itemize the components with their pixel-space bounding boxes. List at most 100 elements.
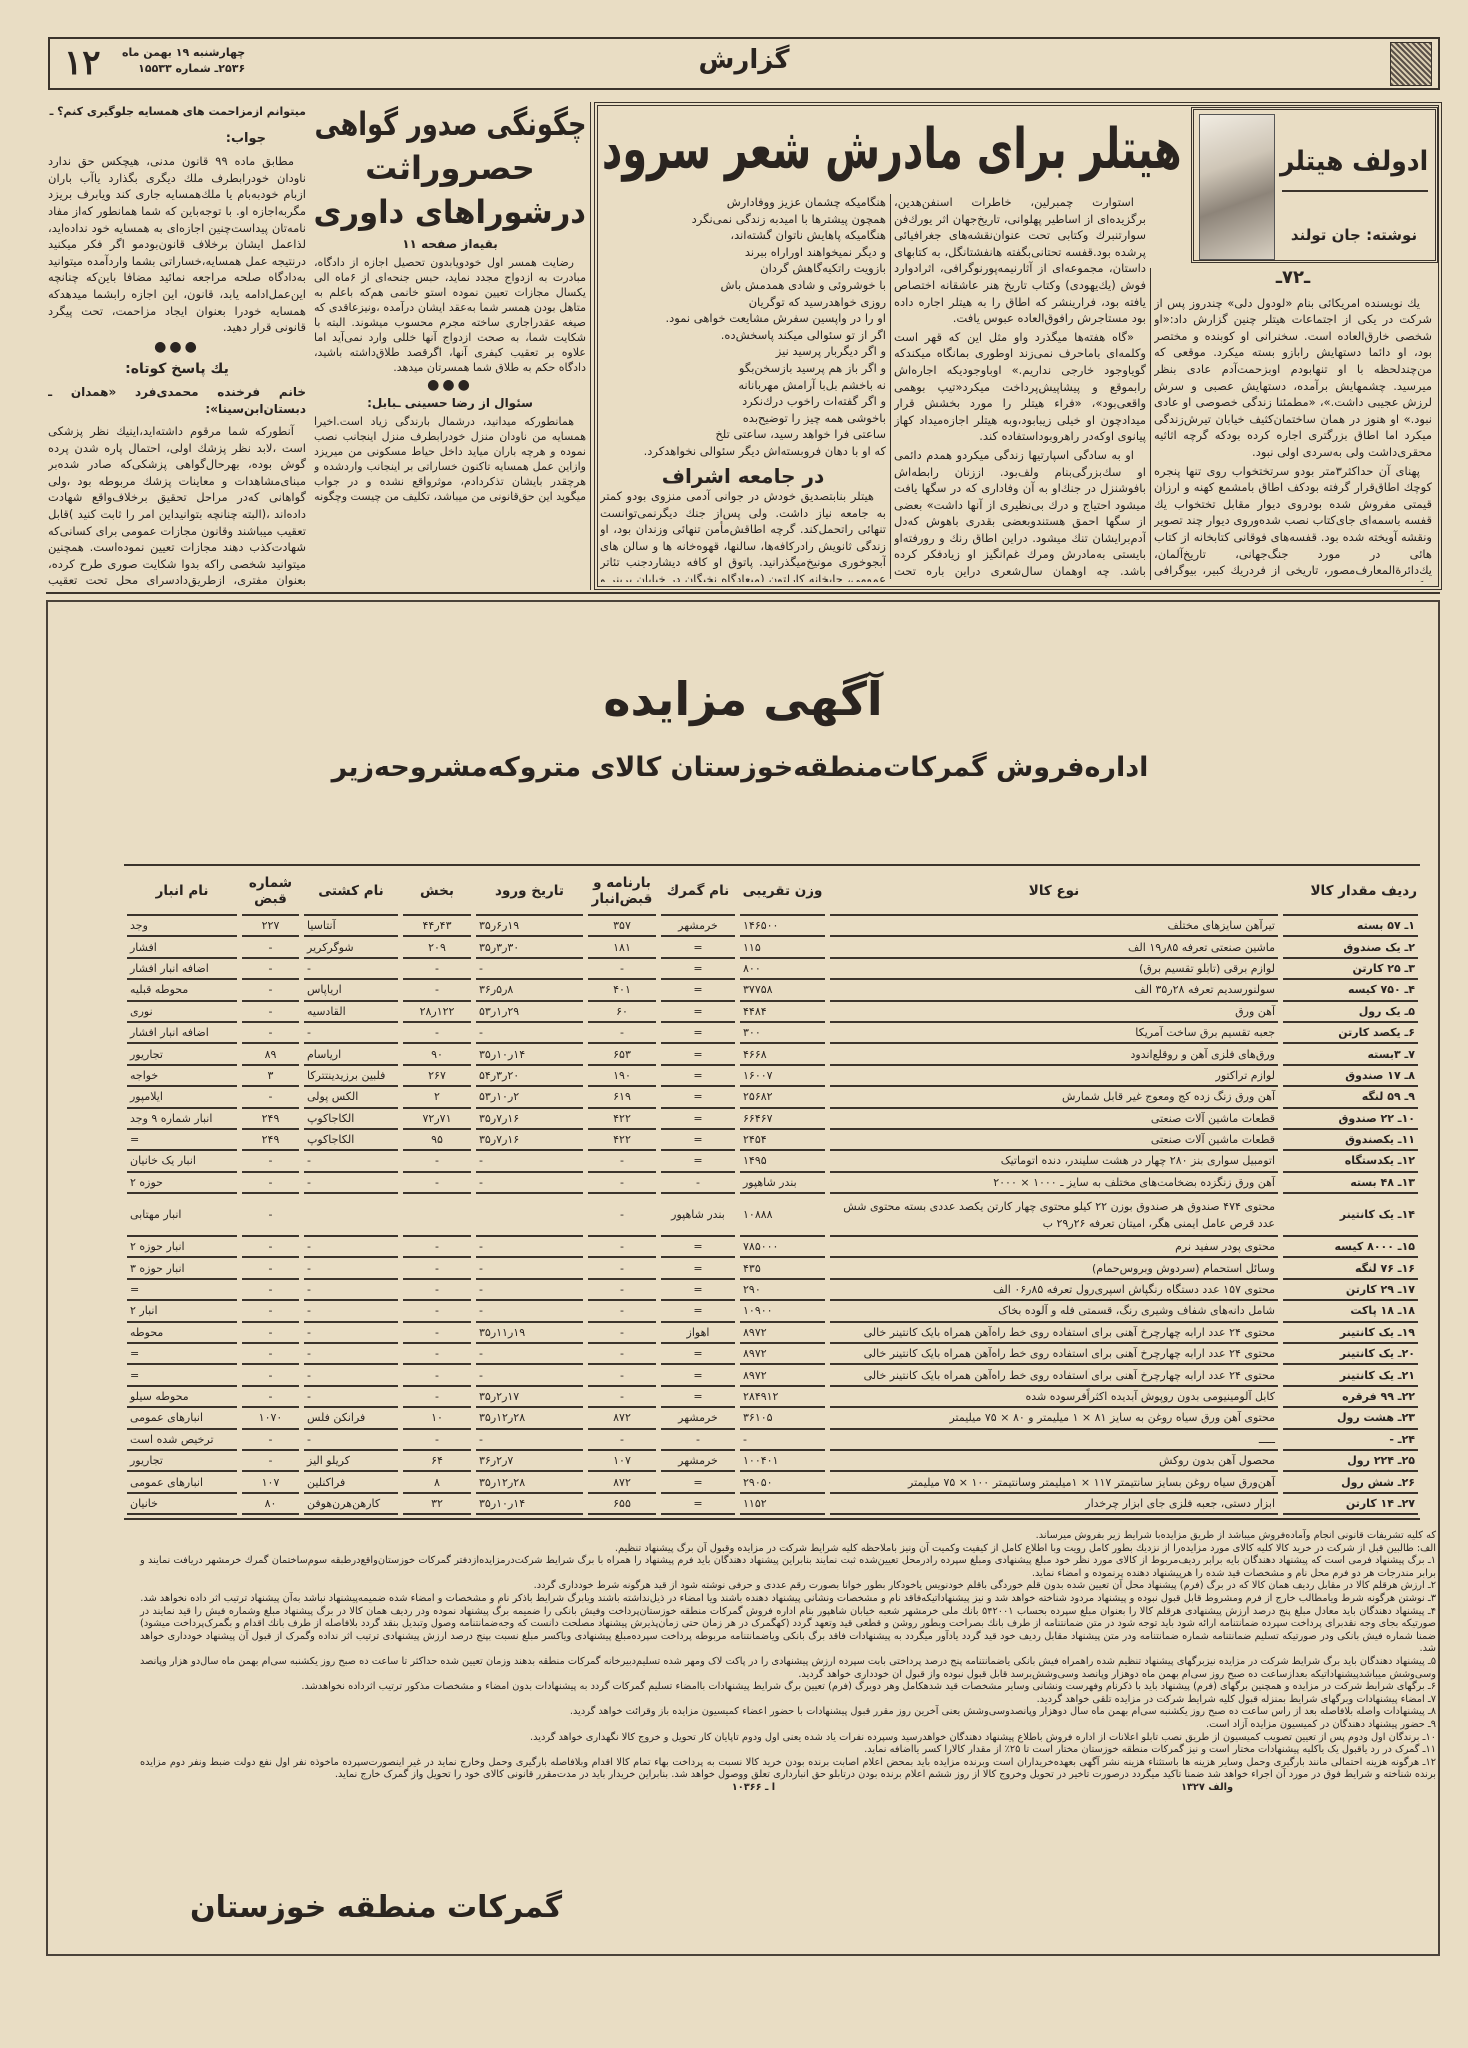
short-answer-text: آنطورکه شما مرقوم داشته‌اید،اینیك نظر پز… xyxy=(48,424,306,588)
cell-row-quantity: ۲۳ـ هشت رول xyxy=(1283,1408,1418,1430)
cell-arrival-date: - xyxy=(476,1151,583,1173)
cell-customs-name: = xyxy=(661,959,735,981)
cell-goods-type: محتوی ۲۴ عدد ارابه چهارچرخ آهنی برای است… xyxy=(830,1344,1278,1366)
poem-line: روزی خواهدرسید که تو‌گریان xyxy=(748,294,886,309)
cell-row-quantity: ۱۸ـ ۱۸ پاکت xyxy=(1283,1301,1418,1323)
cell-goods-type: وسائل استحمام (سردوش وبروس‌حمام) xyxy=(830,1258,1278,1280)
cell-approx-weight: ۱۰۰۴۰۱ xyxy=(740,1451,825,1473)
cell-goods-type: آهن ورق xyxy=(830,1002,1278,1023)
cell-section: - xyxy=(403,980,471,1002)
column-header-section: بخش xyxy=(403,868,471,916)
table-row: ۱۶ـ ۷۶ لنگه وسائل استحمام (سردوش وبروس‌حم… xyxy=(127,1258,1418,1280)
cell-arrival-date: - xyxy=(476,1301,583,1323)
cell-goods-type: آهن‌ورق سیاه روغن بسایز سانتیمتر ۱۱۷ × ۱… xyxy=(830,1472,1278,1494)
cell-arrival-date: - xyxy=(476,1023,583,1045)
cell-receipt-number: - xyxy=(242,1151,299,1173)
cell-customs-name: = xyxy=(661,1151,735,1173)
poem-line: هنگامیکه پاهایش ناتوان گشته‌اند، xyxy=(730,228,886,243)
signature-customs-khuzestan: گمرکات منطقه خوزستان xyxy=(190,1890,563,1925)
poem-line: و اگر گفته‌ات راخوب درك‌نکرد xyxy=(742,394,886,409)
cell-goods-type: محتوی ۱۵۷ عدد دستگاه رنگپاش اسپری‌رول تع… xyxy=(830,1280,1278,1302)
cell-customs-name: - xyxy=(661,1173,735,1195)
auction-subtitle-wrap: اداره‌فروش گمرکات‌منطقه‌خوزستان کالای مت… xyxy=(300,752,1180,783)
condition-item: ۹ـ حضور پیشنهاد دهندگان در کمیسیون مزاید… xyxy=(1205,1718,1436,1730)
ref-code: والف ۱۳۲۷ xyxy=(1180,1781,1234,1793)
page-number: ۱۲ xyxy=(64,43,101,83)
subheading: در جامعه اشراف xyxy=(661,463,825,488)
cell-ship-name: - xyxy=(304,1280,398,1302)
cell-bill-of-lading: - xyxy=(588,1365,656,1387)
subject-name-wrap: ادولف هیتلر xyxy=(1280,142,1428,182)
cell-goods-type: قطعات ماشین آلات صنعتی xyxy=(830,1109,1278,1130)
column-header-bill-of-lading: بارنامه و قبض‌انبار xyxy=(588,868,656,916)
cell-section: - xyxy=(403,1151,471,1173)
cell-receipt-number: - xyxy=(242,1194,299,1238)
poem-line: نه باخشم بل‌با آرامش مهربانانه xyxy=(738,377,886,392)
cell-section: - xyxy=(403,1387,471,1409)
cell-receipt-number: - xyxy=(242,1323,299,1345)
auction-ad-title: آگهی مزایده xyxy=(603,672,883,726)
cell-goods-type: محتوی ۲۴ عدد ارابه چهارچرخ آهنی برای است… xyxy=(830,1323,1278,1345)
cell-warehouse-name: انبار یک خانیان xyxy=(127,1151,237,1173)
issue-line: ۲۵۳۶ـ شماره ۱۵۵۳۳ xyxy=(138,62,246,75)
cell-section: - xyxy=(403,1430,471,1451)
cell-bill-of-lading: - xyxy=(588,1280,656,1302)
hitler-title-wrap: هیتلر برای مادرش شعر سرود xyxy=(602,112,1182,188)
cell-approx-weight: ۲۸۴۹۱۲ xyxy=(740,1387,825,1409)
cell-section: ۲۰۹ xyxy=(403,937,471,959)
cell-approx-weight: ۱۰۸۸۸ xyxy=(740,1194,825,1238)
poem-continued: هنگامیکه چشمان عزیز ووفادارش همچون پیشتره… xyxy=(600,194,886,460)
byline: نوشته: جان تولند xyxy=(1290,226,1418,244)
poem-line: بازویت راتکیه‌گاهش گردان xyxy=(760,261,886,276)
cell-warehouse-name: محوطه سیلو xyxy=(127,1387,237,1409)
cell-customs-name: اهواز xyxy=(661,1323,735,1345)
poem-line: باخوشی همه چیز را توضیح‌بده xyxy=(742,410,886,425)
condition-item: ۷ـ امضاء پیشنهادات وبرگهای شرایط بمنزله … xyxy=(1036,1693,1436,1705)
table-row: ۱۷ـ ۲۹ کارتن محتوی ۱۵۷ عدد دستگاه رنگپاش … xyxy=(127,1280,1418,1302)
cell-arrival-date: - xyxy=(476,1365,583,1387)
cell-row-quantity: ۲۴ـ - xyxy=(1283,1430,1418,1451)
cell-goods-type: ورق‌های فلزی آهن و روقلع‌اندود xyxy=(830,1044,1278,1066)
cell-goods-type: آهن ورق زنگ زده کج ومعوج غیر قابل شمارش xyxy=(830,1087,1278,1109)
column-rule xyxy=(1150,268,1151,580)
cell-receipt-number: - xyxy=(242,1258,299,1280)
cell-row-quantity: ۴ـ ۷۵۰ کیسه xyxy=(1283,980,1418,1002)
table-row: ۱۹ـ یک کانتینر محتوی ۲۴ عدد ارابه چهارچرخ… xyxy=(127,1323,1418,1345)
cell-bill-of-lading: - xyxy=(588,959,656,981)
episode-number: ـ۷۲ـ xyxy=(1275,270,1311,288)
table-row: ۲۳ـ هشت رول محتوی آهن ورق سیاه روغن به سا… xyxy=(127,1408,1418,1430)
cell-row-quantity: ۲۷ـ ۱۴ کارتن xyxy=(1283,1494,1418,1516)
cell-bill-of-lading: - xyxy=(588,1194,656,1238)
issue-date: چهارشنبه ۱۹ بهمن ماه ۲۵۳۶ـ شماره ۱۵۵۳۳ xyxy=(122,45,245,77)
column-header-row-quantity: ردیف مقدار کالا xyxy=(1283,868,1418,916)
cell-section: ۹۵ xyxy=(403,1130,471,1152)
cell-approx-weight: بندر شاهپور xyxy=(740,1173,825,1195)
cell-arrival-date: - xyxy=(476,1344,583,1366)
cell-receipt-number: - xyxy=(242,1002,299,1023)
column-header-ship-name: نام کشتی xyxy=(304,868,398,916)
cell-ship-name: الکاجاکوپ xyxy=(304,1130,398,1152)
cell-approx-weight: ۱۴۹۵ xyxy=(740,1151,825,1173)
condition-item: ۲ـ ارزش هرقلم کالا در مقابل ردیف همان کا… xyxy=(533,1580,1436,1592)
cell-receipt-number: - xyxy=(242,1365,299,1387)
hitler-article-title: هیتلر برای مادرش شعر سرود xyxy=(602,117,1182,182)
cell-receipt-number: - xyxy=(242,1173,299,1195)
cell-arrival-date: ۲۹ر۱ر۵۳ xyxy=(476,1002,583,1023)
cell-warehouse-name: ترخیص شده است xyxy=(127,1430,237,1451)
cell-section: ۷۱ر۷۲ xyxy=(403,1109,471,1130)
cell-ship-name: - xyxy=(304,1387,398,1409)
cell-ship-name: آنتاسیا xyxy=(304,916,398,938)
cell-ship-name: - xyxy=(304,1151,398,1173)
cell-approx-weight: ۳۰۰ xyxy=(740,1023,825,1045)
cell-warehouse-name: حوزه ۲ xyxy=(127,1173,237,1195)
cell-ship-name: الکس پولی xyxy=(304,1087,398,1109)
cell-arrival-date: ۱۹ر۶ر۳۵ xyxy=(476,916,583,938)
cell-row-quantity: ۳ـ ۲۵ کارتن xyxy=(1283,959,1418,981)
cell-customs-name: - xyxy=(661,1430,735,1451)
column-header-goods-type: نوع کالا xyxy=(830,868,1278,916)
cell-customs-name: = xyxy=(661,1258,735,1280)
cell-goods-type: محتوی ۴۷۴ صندوق هر صندوق بوزن ۲۲ کیلو مح… xyxy=(830,1194,1278,1238)
cell-approx-weight: ۳۷۷۵۸ xyxy=(740,980,825,1002)
cell-customs-name: = xyxy=(661,1109,735,1130)
newspaper-logo-icon xyxy=(1390,42,1432,86)
